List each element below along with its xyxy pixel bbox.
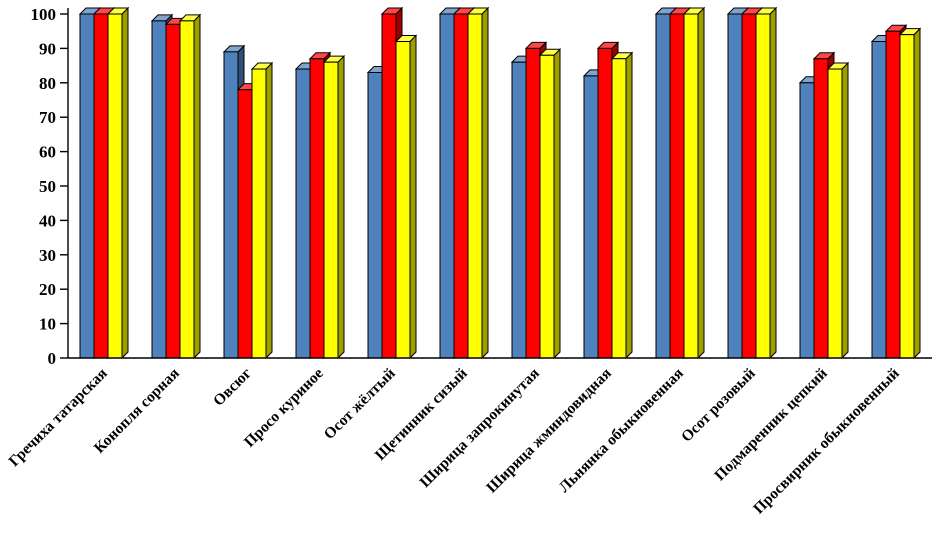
bar-front	[683, 13, 699, 359]
bar-series-yellow	[538, 48, 562, 360]
bar-front	[309, 58, 325, 359]
bar-front	[79, 13, 95, 359]
y-axis-label: 30	[39, 246, 56, 265]
bar-front	[827, 68, 843, 359]
bar-front	[525, 47, 541, 359]
bar-side	[337, 54, 345, 360]
bar-front	[583, 75, 599, 359]
bar-side	[121, 6, 129, 360]
bar-front	[251, 68, 267, 359]
y-axis-label: 90	[39, 39, 56, 58]
bar-series-yellow	[178, 13, 202, 360]
bar-front	[453, 13, 469, 359]
bar-front	[611, 58, 627, 359]
y-axis-label: 100	[31, 5, 57, 24]
bar-side	[265, 61, 273, 360]
bar-front	[93, 13, 109, 359]
bar-series-yellow	[826, 61, 850, 360]
bar-front	[237, 89, 253, 359]
bar-series-yellow	[754, 6, 778, 360]
bar-side	[841, 61, 849, 360]
y-axis-label: 0	[48, 349, 57, 368]
bar-front	[107, 13, 123, 359]
bar-series-yellow	[250, 61, 274, 360]
bar-side	[769, 6, 777, 360]
x-axis-label: Льнянка обыкновенная	[556, 365, 687, 496]
x-axis-label: Гречиха татарская	[6, 365, 111, 470]
bar-series-yellow	[322, 54, 346, 360]
y-axis-label: 40	[39, 211, 56, 230]
bar-front	[813, 58, 829, 359]
y-axis-label: 60	[39, 143, 56, 162]
bar-series-yellow	[466, 6, 490, 360]
bar-front	[885, 30, 901, 359]
bar-front	[799, 82, 815, 359]
bar-front	[151, 20, 167, 359]
bar-front	[727, 13, 743, 359]
bar-front	[367, 71, 383, 359]
bar-series-yellow	[898, 27, 922, 360]
bar-side	[409, 34, 417, 360]
bar-front	[539, 54, 555, 359]
bar-front	[381, 13, 397, 359]
bar-front	[511, 61, 527, 359]
bar-front	[669, 13, 685, 359]
bar-front	[223, 51, 239, 359]
x-axis-label: Осот жёлтый	[321, 365, 399, 443]
x-axis-label: Ширица жминдовидная	[483, 365, 615, 497]
x-axis-label: Просвирник обыкновенный	[750, 365, 903, 518]
x-axis-label: Овсюг	[210, 365, 255, 410]
bar-side	[481, 6, 489, 360]
bar-side	[697, 6, 705, 360]
bar-series-yellow	[610, 51, 634, 360]
bar-front	[899, 34, 915, 359]
bar-front	[597, 47, 613, 359]
bar-series-yellow	[106, 6, 130, 360]
y-axis-label: 70	[39, 108, 56, 127]
bar-side	[913, 27, 921, 360]
bar-front	[395, 41, 411, 359]
bar-front	[755, 13, 771, 359]
x-axis-label: Осот розовый	[678, 365, 759, 446]
y-axis-label: 20	[39, 280, 56, 299]
bar-front	[323, 61, 339, 359]
y-axis-label: 80	[39, 74, 56, 93]
bar-side	[553, 48, 561, 360]
y-axis-label: 50	[39, 177, 56, 196]
bar-front	[179, 20, 195, 359]
y-axis-label: 10	[39, 315, 56, 334]
bar-front	[655, 13, 671, 359]
bar-front	[165, 23, 181, 359]
x-axis-label: Ширица запрокинутая	[417, 365, 543, 491]
bar-front	[871, 41, 887, 359]
bar-series-yellow	[682, 6, 706, 360]
bar-front	[439, 13, 455, 359]
bar-front	[295, 68, 311, 359]
bar-side	[625, 51, 633, 360]
bar-front	[741, 13, 757, 359]
bar-side	[193, 13, 201, 360]
bar-front	[467, 13, 483, 359]
bar-series-yellow	[394, 34, 418, 360]
